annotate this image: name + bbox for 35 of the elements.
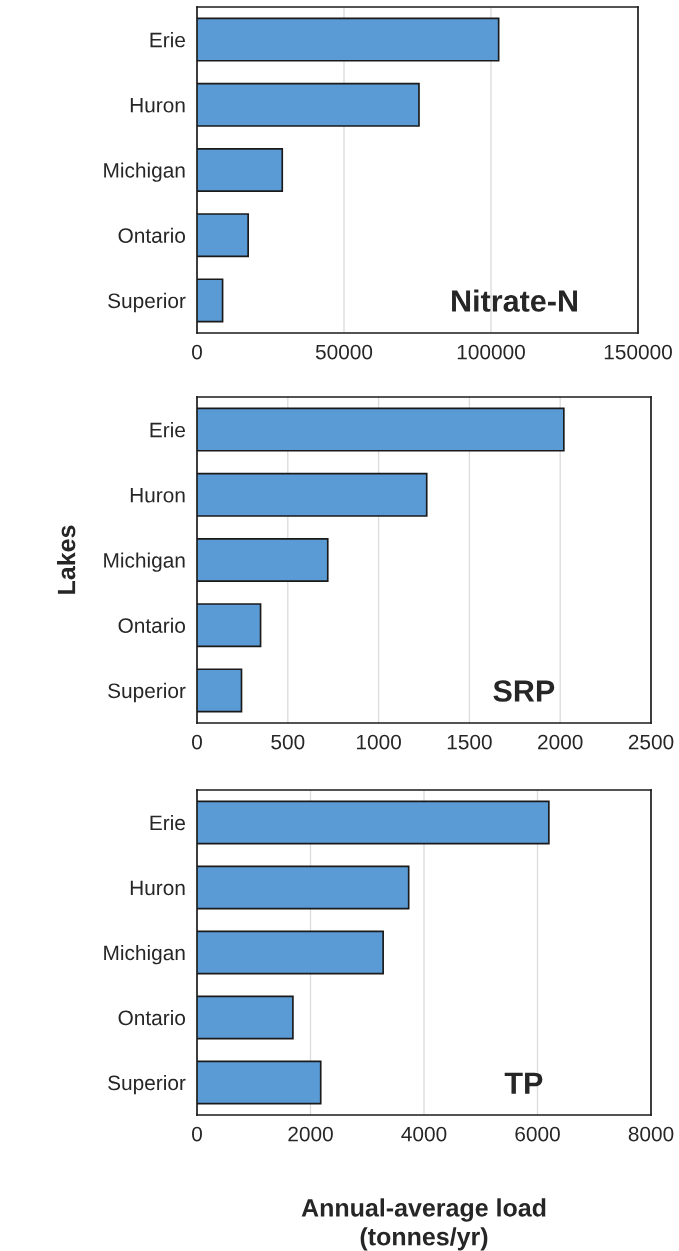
annotation: SRP [493, 680, 555, 702]
y-tick-label: Superior [108, 292, 186, 313]
annotation: Nitrate-N [452, 289, 577, 312]
y-tick-label: Huron [130, 488, 185, 503]
x-tick-label: 0 [192, 1126, 202, 1142]
annotation: TP [504, 1072, 543, 1094]
y-tick-label: Michigan [104, 944, 185, 965]
x-tick-label: 1500 [447, 734, 492, 750]
y-tick-label: Michigan [104, 162, 185, 182]
x-tick-label: 2000 [288, 1126, 333, 1142]
x-tick-label: 150000 [604, 344, 672, 360]
x-tick-label: 0 [192, 344, 202, 360]
y-tick-label: Ontario [118, 1009, 186, 1026]
y-tick-label: Michigan [104, 552, 185, 572]
x-tick-label: 500 [271, 734, 305, 750]
x-tick-label: 8000 [628, 1126, 674, 1142]
x-tick-label: 1000 [357, 734, 401, 750]
x-tick-label: 50000 [315, 344, 373, 360]
y-tick-label: Ontario [118, 227, 186, 243]
x-tick-label: 4000 [401, 1126, 447, 1142]
y-tick-label: Erie [150, 422, 185, 438]
y-tick-label: Erie [150, 32, 185, 48]
x-tick-label: 2000 [538, 734, 583, 750]
y-axis-title: Lakes [56, 525, 76, 594]
x-tick-label: 2500 [628, 734, 674, 750]
x-tick-label: 0 [192, 734, 202, 750]
y-tick-label: Erie [150, 814, 185, 831]
y-tick-label: Huron [130, 880, 185, 896]
y-tick-label: Superior [108, 1074, 186, 1095]
y-tick-label: Ontario [118, 617, 186, 633]
x-tick-label: 100000 [457, 344, 525, 360]
y-tick-label: Superior [108, 682, 186, 703]
x-tick-label: 6000 [515, 1126, 560, 1142]
x-axis-title: Annual-average load (tonnes/yr) [301, 1198, 546, 1251]
y-tick-label: Huron [130, 98, 185, 113]
